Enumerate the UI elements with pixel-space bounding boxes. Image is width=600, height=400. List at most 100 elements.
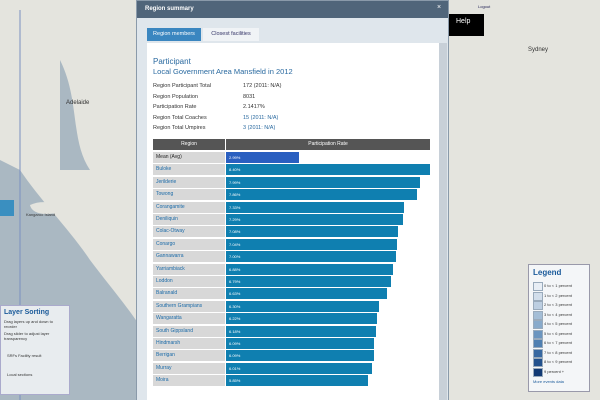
rate-label: 6.18% (229, 328, 241, 334)
help-button[interactable]: Help (448, 14, 484, 36)
rate-bar (226, 276, 391, 287)
rate-label: 6.09% (229, 353, 241, 359)
region-cell: Southern Grampians (153, 300, 225, 312)
layer-title: Layer Sorting (4, 309, 50, 316)
column-header: Participation Rate (226, 139, 430, 150)
rate-label: 6.30% (229, 303, 241, 309)
rate-bar (226, 226, 398, 238)
stat-value: 172 (2011: N/A) (243, 83, 282, 89)
rate-label: 2.99% (229, 155, 241, 160)
legend-label: 2 to < 3 percent (544, 302, 572, 307)
legend-label: 5 to < 6 percent (544, 330, 572, 336)
legend-footer[interactable]: More events data (533, 379, 564, 384)
legend-swatch (533, 348, 543, 358)
legend: Legend 0 to < 1 percent 1 to < 2 percent 2… (528, 264, 590, 392)
rate-label: 6.63% (229, 291, 241, 297)
rate-label: 7.08% (229, 229, 241, 235)
region-cell: Loddon (153, 276, 225, 287)
region-cell: Gannawarra (153, 251, 225, 263)
legend-swatch (533, 282, 543, 291)
rate-bar (226, 288, 387, 300)
side-button[interactable] (0, 200, 14, 216)
tab-active[interactable]: Region members (147, 28, 201, 41)
region-cell: Hindmarsh (153, 338, 225, 349)
rate-bar (226, 201, 404, 213)
region-cell: Balranald (153, 288, 225, 300)
legend-title: Legend (533, 268, 562, 277)
region-cell: Deniliquin (153, 214, 225, 225)
dialog-title: Region summary (137, 1, 448, 18)
legend-label: 6 to < 7 percent (544, 340, 572, 345)
stat-label: Participation Rate (153, 104, 197, 110)
legend-swatch (533, 339, 543, 348)
legend-swatch (533, 301, 543, 310)
dialog-content: Participant Local Government Area Mansfi… (147, 43, 439, 400)
rate-bar (226, 300, 379, 312)
stat-value: 3 (2011: N/A) (243, 125, 276, 131)
rate-label: 7.29% (229, 217, 241, 222)
layer-item[interactable]: SRFs Facility result (7, 353, 42, 358)
region-cell: Buloke (153, 164, 225, 176)
map-label: Kangaroo Island (26, 212, 56, 217)
column-header: Region (153, 139, 225, 150)
stat-label: Region Population (153, 93, 198, 100)
layer-hint: Drag layers up and down to reorder (4, 319, 53, 329)
rate-label: 6.22% (229, 316, 241, 322)
layer-item[interactable]: Local sections (7, 372, 33, 377)
layer-hint: Drag slider to adjust layer transparency (4, 331, 50, 341)
region-cell: Yarriambiack (153, 263, 225, 275)
logout-link[interactable]: Logout (478, 4, 491, 9)
rate-label: 8.40% (229, 167, 241, 173)
rate-label: 7.99% (229, 179, 241, 185)
stat-label: Region Participant Total (153, 83, 211, 89)
rate-bar (226, 251, 396, 263)
stat-value: 2.1417% (243, 104, 265, 110)
legend-swatch (533, 291, 543, 301)
rate-label: 6.01% (229, 365, 241, 371)
rate-label: 7.33% (229, 204, 241, 210)
tab[interactable]: Closest facilities (203, 28, 259, 41)
map-label: Adelaide (66, 100, 90, 106)
rate-bar (226, 214, 404, 225)
rate-label: 7.00% (229, 254, 241, 260)
subheading: Local Government Area Mansfield in 2012 (153, 67, 293, 76)
legend-label: 7 to < 8 percent (544, 349, 572, 355)
stat-label: Region Total Coaches (153, 114, 207, 121)
legend-label: 8 to < 9 percent (544, 359, 572, 364)
dialog: Region summary × Region members Closest … (136, 0, 449, 400)
region-cell: Wangaratta (153, 313, 225, 325)
rate-bar (226, 164, 430, 176)
region-cell: Colac-Otway (153, 226, 225, 238)
region-cell: Berrigan (153, 350, 225, 362)
region-cell: Murray (153, 362, 225, 374)
legend-label: 1 to < 2 percent (544, 292, 572, 298)
legend-swatch (533, 320, 543, 329)
legend-label: 9 percent + (544, 368, 565, 374)
legend-label: 0 to < 1 percent (544, 283, 572, 288)
close-button[interactable]: × (437, 4, 442, 11)
rate-label: 6.79% (229, 279, 241, 284)
rate-bar (226, 362, 372, 374)
rate-label: 7.04% (229, 241, 241, 247)
region-cell: Moira (153, 375, 225, 387)
region-cell: South Gippsland (153, 325, 225, 337)
legend-swatch (533, 310, 543, 320)
region-cell: Towong (153, 189, 225, 201)
region-cell: Conargo (153, 238, 225, 250)
stat-value: 15 (2011: N/A) (243, 114, 279, 121)
rate-bar (226, 338, 374, 349)
rate-bar (226, 263, 394, 275)
rate-bar (226, 350, 374, 362)
scrollbar[interactable] (439, 43, 447, 400)
legend-label: 4 to < 5 percent (544, 321, 572, 326)
rate-bar (226, 152, 299, 163)
region-cell: Mean (Avg) (153, 152, 225, 163)
legend-swatch (533, 367, 543, 377)
rate-bar (226, 325, 377, 337)
rate-bar (226, 189, 417, 201)
region-cell: Jerilderie (153, 176, 225, 188)
region-cell: Corangamite (153, 201, 225, 213)
rate-bar (226, 176, 421, 188)
legend-swatch (533, 358, 543, 367)
